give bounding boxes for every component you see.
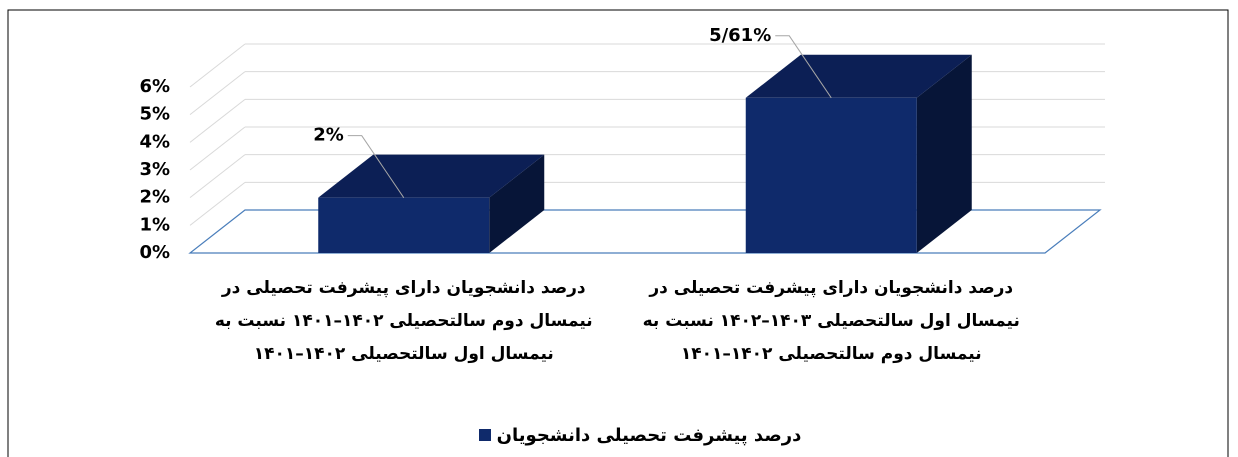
legend-swatch: [478, 429, 491, 441]
bar-top: [318, 154, 545, 198]
frame-border: [7, 9, 1229, 457]
bar-side: [916, 54, 972, 253]
value-label: 2%: [313, 125, 344, 146]
y-tick-label: 2%: [139, 187, 170, 208]
y-tick-label: 0%: [139, 242, 170, 263]
y-tick-label: 4%: [139, 131, 170, 152]
grid-line-side: [189, 181, 246, 226]
bar-top: [745, 54, 972, 98]
leader-line: [775, 35, 832, 99]
value-label: 5/61%: [709, 25, 771, 46]
y-tick-label: 1%: [139, 214, 170, 235]
grid-line-side: [189, 154, 246, 199]
legend: درصد پیشرفت تحصیلی دانشجویان: [470, 420, 810, 450]
legend-label: درصد پیشرفت تحصیلی دانشجویان: [496, 424, 802, 446]
grid-line-side: [189, 43, 246, 88]
bar-side: [489, 154, 545, 253]
y-tick-label: 3%: [139, 159, 170, 180]
grid-line-side: [189, 126, 246, 171]
y-tick-label: 6%: [139, 76, 170, 97]
y-tick-label: 5%: [139, 104, 170, 125]
bar: [745, 97, 917, 253]
x-tick-label: درصد دانشجویان دارای پیشرفت تحصیلی در نی…: [214, 278, 593, 364]
grid-line-side: [189, 98, 246, 143]
leader-line: [347, 135, 405, 198]
grid-line-side: [189, 71, 246, 116]
x-tick-label: درصد دانشجویان دارای پیشرفت تحصیلی در نی…: [642, 278, 1020, 364]
bar: [318, 197, 490, 253]
